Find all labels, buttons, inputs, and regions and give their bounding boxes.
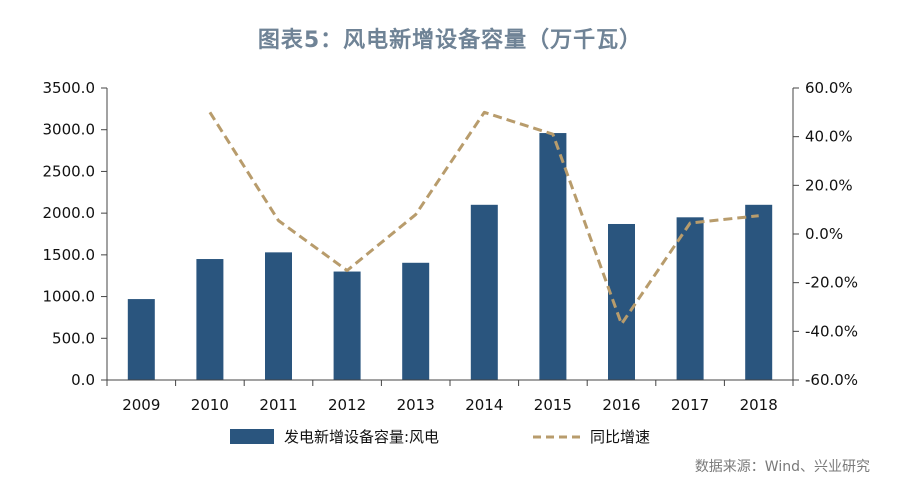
left-tick-label: 3500.0 <box>43 79 96 97</box>
bar-2012 <box>333 271 361 380</box>
left-tick-label: 1000.0 <box>43 288 96 306</box>
bar-2018 <box>745 204 773 380</box>
right-tick-label: -60.0% <box>805 371 858 389</box>
growth-line-group <box>208 110 759 326</box>
right-tick-label: -20.0% <box>805 274 858 292</box>
bar-2013 <box>402 262 430 380</box>
left-tick-label: 2500.0 <box>43 162 96 180</box>
left-tick-label: 3000.0 <box>43 121 96 139</box>
right-tick-label: -40.0% <box>805 322 858 340</box>
bar-2009 <box>127 299 155 380</box>
left-tick-label: 2000.0 <box>43 204 96 222</box>
x-tick-label-2011: 2011 <box>259 396 297 414</box>
legend-label-growth: 同比增速 <box>590 428 650 446</box>
x-tick-label-2012: 2012 <box>328 396 366 414</box>
right-tick-label: 0.0% <box>805 225 843 243</box>
legend-swatch-capacity <box>230 429 274 444</box>
bars-group <box>127 133 773 380</box>
x-tick-label-2018: 2018 <box>740 396 778 414</box>
bar-2011 <box>265 252 292 380</box>
x-tick-label-2014: 2014 <box>465 396 503 414</box>
growth-rate-line <box>208 110 759 326</box>
x-tick-label-2009: 2009 <box>122 396 160 414</box>
x-tick-label-2013: 2013 <box>397 396 435 414</box>
bar-2017 <box>676 217 704 380</box>
x-tick-label-2015: 2015 <box>534 396 572 414</box>
right-tick-label: 40.0% <box>805 128 853 146</box>
left-tick-label: 0.0 <box>71 371 95 389</box>
source-note: 数据来源：Wind、兴业研究 <box>694 459 870 475</box>
right-tick-label: 60.0% <box>805 79 853 97</box>
left-tick-label: 500.0 <box>52 329 95 347</box>
axes-group: 0.0 500.0 1000.0 1500.0 2000.0 2500.0 3000.0 35… <box>43 79 859 414</box>
bar-2015 <box>539 133 567 380</box>
x-tick-label-2010: 2010 <box>191 396 229 414</box>
bar-2010 <box>196 259 224 380</box>
legend-label-capacity: 发电新增设备容量:风电 <box>284 428 439 446</box>
x-tick-label-2017: 2017 <box>671 396 709 414</box>
chart-title: 图表5：风电新增设备容量（万千瓦） <box>257 28 643 53</box>
x-tick-label-2016: 2016 <box>602 396 640 414</box>
legend: 发电新增设备容量:风电 同比增速 <box>230 428 650 446</box>
left-tick-label: 1500.0 <box>43 246 96 264</box>
bar-2014 <box>470 204 498 380</box>
right-tick-label: 20.0% <box>805 176 853 194</box>
